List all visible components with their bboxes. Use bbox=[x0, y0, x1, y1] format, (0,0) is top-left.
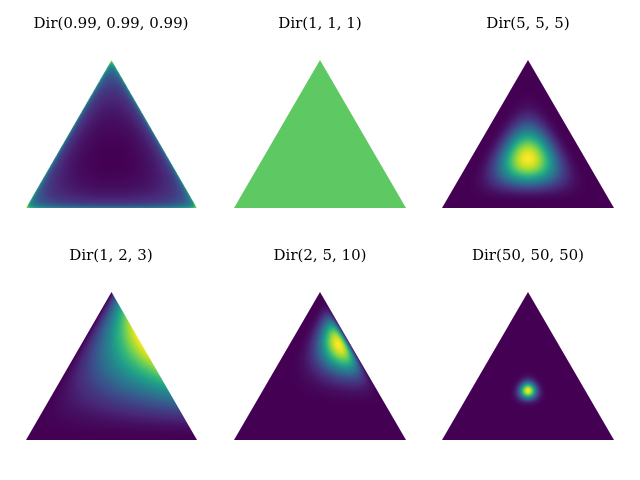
density-image bbox=[442, 292, 614, 440]
density-image bbox=[26, 292, 197, 440]
panel-title: Dir(1, 2, 3) bbox=[69, 246, 152, 264]
density-heatmap bbox=[442, 292, 614, 440]
dirichlet-panel: Dir(50, 50, 50) bbox=[442, 246, 614, 440]
panel-title: Dir(0.99, 0.99, 0.99) bbox=[34, 14, 189, 32]
dirichlet-panel: Dir(2, 5, 10) bbox=[234, 246, 406, 440]
density-heatmap bbox=[26, 60, 197, 208]
panel-title: Dir(2, 5, 10) bbox=[274, 246, 367, 264]
dirichlet-panel: Dir(0.99, 0.99, 0.99) bbox=[26, 14, 197, 208]
density-image bbox=[234, 292, 406, 440]
density-image bbox=[442, 60, 614, 208]
density-image bbox=[26, 60, 197, 208]
density-heatmap bbox=[26, 292, 197, 440]
density-heatmap bbox=[234, 292, 406, 440]
dirichlet-panel: Dir(1, 1, 1) bbox=[234, 14, 406, 208]
density-heatmap bbox=[442, 60, 614, 208]
density-heatmap bbox=[234, 60, 406, 208]
dirichlet-panel: Dir(1, 2, 3) bbox=[26, 246, 197, 440]
dirichlet-panel: Dir(5, 5, 5) bbox=[442, 14, 614, 208]
panel-title: Dir(5, 5, 5) bbox=[486, 14, 569, 32]
panel-title: Dir(1, 1, 1) bbox=[278, 14, 361, 32]
density-image bbox=[234, 60, 406, 208]
panel-title: Dir(50, 50, 50) bbox=[472, 246, 584, 264]
